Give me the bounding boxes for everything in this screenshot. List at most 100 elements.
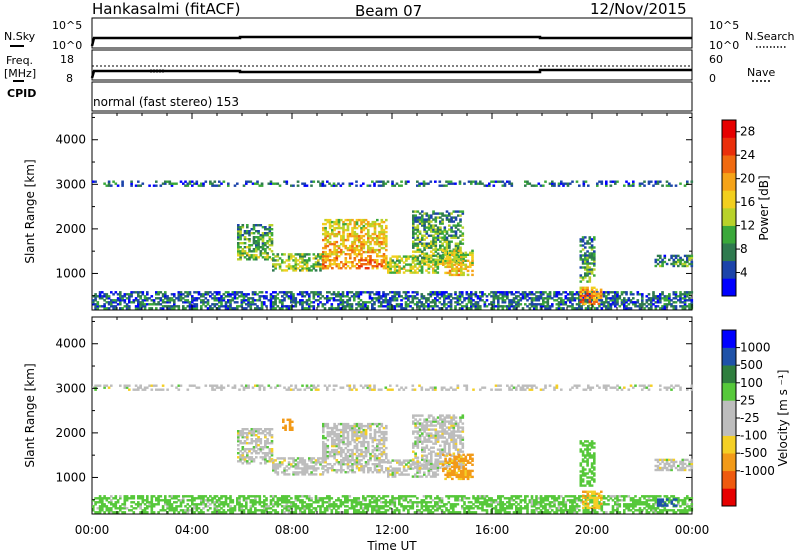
scatter-cell xyxy=(382,220,386,224)
scatter-cell xyxy=(599,294,603,297)
scatter-cell xyxy=(490,497,493,500)
scatter-cell xyxy=(110,291,113,294)
scatter-cell xyxy=(382,253,386,256)
scatter-cell xyxy=(634,495,637,498)
date-label: 12/Nov/2015 xyxy=(590,0,687,18)
scatter-cell xyxy=(483,503,487,506)
scatter-cell xyxy=(389,507,392,510)
scatter-cell xyxy=(420,265,424,268)
scatter-cell xyxy=(364,257,368,260)
scatter-cell xyxy=(317,293,320,296)
scatter-cell xyxy=(600,505,604,508)
scatter-cell xyxy=(571,305,574,308)
scatter-cell xyxy=(245,182,248,185)
scatter-cell xyxy=(469,261,472,264)
scatter-cell xyxy=(389,259,392,262)
scatter-cell xyxy=(349,255,352,258)
scatter-cell xyxy=(182,497,185,500)
scatter-cell xyxy=(257,232,260,235)
scatter-cell xyxy=(110,501,113,504)
scatter-cell xyxy=(427,511,430,514)
scatter-cell xyxy=(391,503,394,506)
colorbar-tick-label: 24 xyxy=(740,148,755,162)
scatter-cell xyxy=(161,305,165,308)
scatter-cell xyxy=(586,264,589,267)
scatter-cell xyxy=(161,505,165,508)
scatter-cell xyxy=(590,302,594,305)
scatter-cell xyxy=(215,495,219,498)
scatter-cell xyxy=(411,301,415,304)
scatter-cell xyxy=(414,269,417,272)
scatter-cell xyxy=(492,184,496,187)
scatter-cell xyxy=(294,305,298,308)
scatter-cell xyxy=(157,297,160,300)
scatter-cell xyxy=(515,505,518,508)
scatter-cell xyxy=(346,501,349,504)
scatter-cell xyxy=(591,495,595,498)
scatter-cell xyxy=(157,495,160,498)
scatter-cell xyxy=(237,228,240,231)
scatter-cell xyxy=(179,505,183,508)
scatter-cell xyxy=(422,499,426,502)
scatter-cell xyxy=(382,182,385,185)
scatter-cell xyxy=(312,257,316,260)
scatter-cell xyxy=(250,456,254,459)
scatter-cell xyxy=(323,509,327,512)
scatter-cell xyxy=(398,503,401,506)
scatter-cell xyxy=(150,509,154,512)
scatter-cell xyxy=(524,507,527,510)
scatter-cell xyxy=(614,495,617,498)
scatter-cell xyxy=(168,180,172,183)
scatter-cell xyxy=(430,256,433,259)
scatter-cell xyxy=(578,291,581,294)
scatter-cell xyxy=(564,303,568,306)
scatter-cell xyxy=(416,220,420,223)
scatter-cell xyxy=(250,430,254,433)
scatter-cell xyxy=(179,291,183,294)
scatter-cell xyxy=(584,503,588,506)
scatter-cell xyxy=(490,501,493,504)
scatter-cell xyxy=(434,218,438,221)
scatter-cell xyxy=(472,507,475,510)
scatter-cell xyxy=(177,511,181,514)
scatter-cell xyxy=(447,305,451,308)
scatter-cell xyxy=(357,497,361,500)
scatter-cell xyxy=(337,265,341,268)
scatter-cell xyxy=(243,230,247,233)
scatter-cell xyxy=(382,495,385,498)
scatter-cell xyxy=(436,299,439,302)
scatter-cell xyxy=(333,226,336,230)
scatter-cell xyxy=(222,505,226,508)
scatter-cell xyxy=(173,299,176,302)
scatter-cell xyxy=(242,297,246,300)
scatter-cell xyxy=(191,497,194,500)
scatter-cell xyxy=(305,269,309,272)
scatter-cell xyxy=(553,184,556,187)
scatter-cell xyxy=(292,305,295,308)
scatter-cell xyxy=(121,503,124,506)
scatter-cell xyxy=(237,232,240,235)
scatter-cell xyxy=(368,501,372,504)
scatter-cell xyxy=(488,499,491,502)
scatter-cell xyxy=(407,291,410,294)
scatter-cell xyxy=(444,249,447,252)
scatter-cell xyxy=(358,261,361,264)
scatter-cell xyxy=(449,295,453,298)
scatter-cell xyxy=(434,301,437,304)
scatter-cell xyxy=(416,228,420,231)
scatter-cell xyxy=(326,301,329,304)
scatter-cell xyxy=(459,230,462,233)
scatter-cell xyxy=(349,257,352,260)
scatter-cell xyxy=(579,254,583,257)
scatter-cell xyxy=(255,254,258,257)
scatter-cell xyxy=(164,295,167,298)
scatter-cell xyxy=(387,269,390,272)
scatter-cell xyxy=(186,509,190,512)
scatter-cell xyxy=(625,291,628,294)
scatter-cell xyxy=(488,182,491,185)
scatter-cell xyxy=(353,509,356,512)
scatter-cell xyxy=(332,505,336,508)
scatter-cell xyxy=(553,497,556,500)
scatter-cell xyxy=(278,184,282,187)
scatter-cell xyxy=(636,501,640,504)
